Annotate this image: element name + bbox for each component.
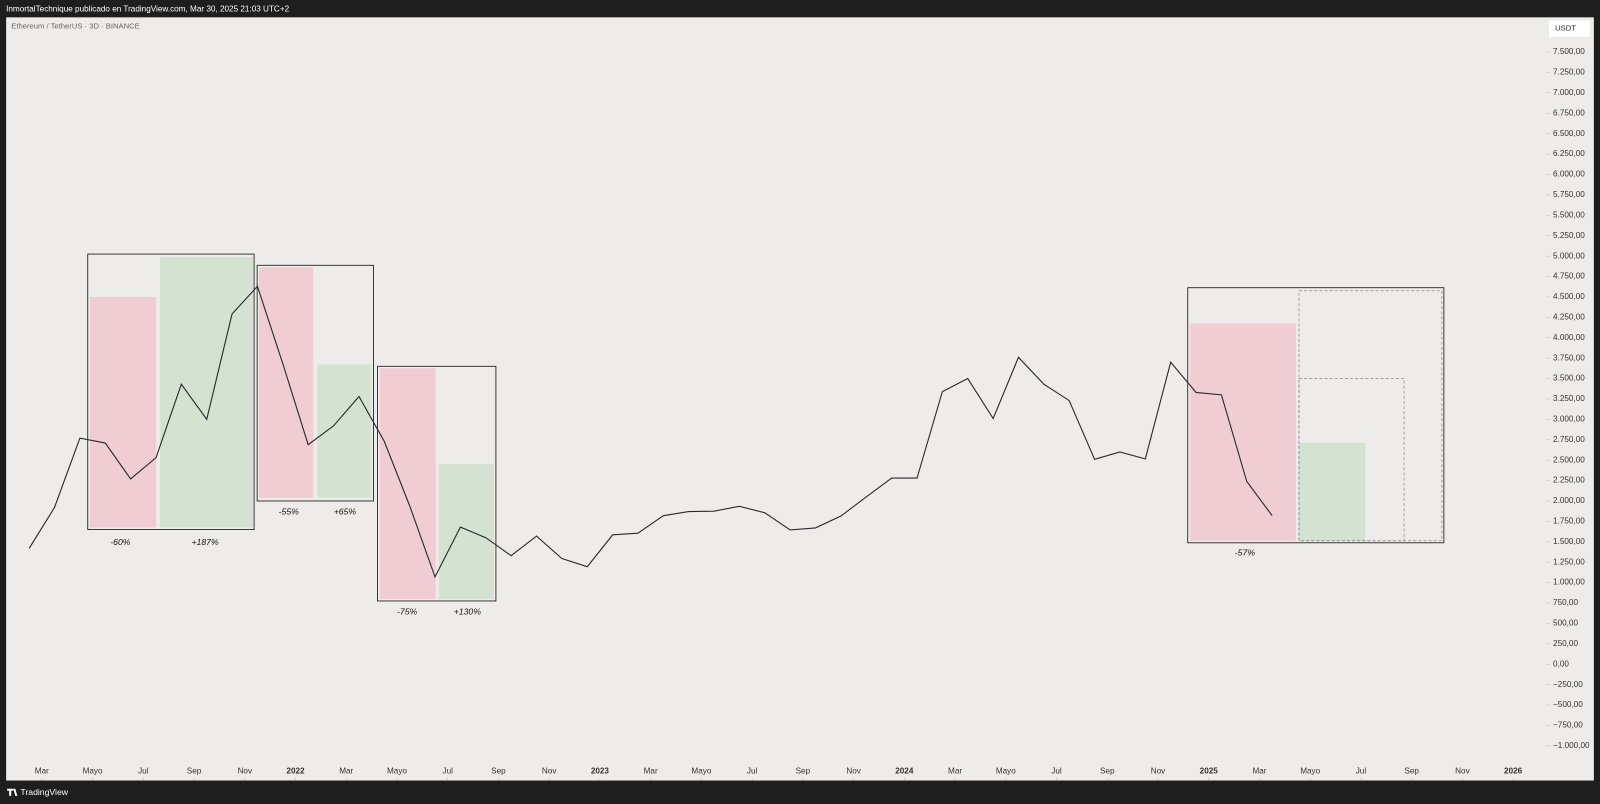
x-tick-label: Jul	[1356, 767, 1367, 776]
y-tick-label: 3.750,00	[1553, 353, 1585, 362]
currency-box	[1548, 20, 1590, 37]
x-tick-label: Mar	[1252, 767, 1266, 776]
y-tick-label: 5.750,00	[1553, 190, 1585, 199]
rise-zone	[160, 257, 254, 528]
y-tick-label: 0,00	[1553, 659, 1569, 668]
y-tick-label: 2.500,00	[1553, 455, 1585, 464]
x-tick-label: Sep	[1404, 767, 1419, 776]
x-tick-label: Sep	[491, 767, 506, 776]
x-tick-label: 2024	[895, 767, 914, 776]
x-tick-label: Mayo	[996, 767, 1016, 776]
x-tick-label: 2025	[1200, 767, 1219, 776]
drop-zone	[89, 296, 157, 528]
series-layer	[28, 285, 1273, 579]
y-tick-label: 2.250,00	[1553, 476, 1585, 485]
drop-zone	[259, 267, 314, 498]
x-tick-label: Sep	[796, 767, 811, 776]
x-tick-label: 2022	[286, 767, 305, 776]
annotation: -60%	[110, 537, 131, 547]
range-box	[1187, 287, 1445, 544]
y-tick-label: 6.000,00	[1553, 170, 1585, 179]
rise-zone	[438, 464, 494, 599]
y-tick-label: 4.250,00	[1553, 312, 1585, 321]
rise-zone	[1298, 442, 1366, 541]
y-tick-label: 6.500,00	[1553, 129, 1585, 138]
annotation: -57%	[1235, 547, 1256, 557]
x-tick-label: Mar	[339, 767, 353, 776]
y-tick-label: 750,00	[1553, 598, 1578, 607]
x-tick-label: Nov	[846, 767, 861, 776]
x-tick-label: Nov	[1455, 767, 1470, 776]
drop-zone	[1189, 323, 1296, 541]
x-tick-label: 2026	[1504, 767, 1523, 776]
x-tick-label: Jul	[442, 767, 453, 776]
drawings	[87, 253, 1445, 602]
x-tick-label: Jul	[747, 767, 758, 776]
annotation: +130%	[454, 606, 481, 616]
projection-box	[1298, 378, 1405, 542]
y-tick-label: 6.250,00	[1553, 149, 1585, 158]
y-tick-label: 2.750,00	[1553, 435, 1585, 444]
y-tick-label: 5.250,00	[1553, 231, 1585, 240]
y-tick-label: 2.000,00	[1553, 496, 1585, 505]
annotation: +187%	[191, 537, 218, 547]
range-box	[377, 365, 497, 602]
y-tick-label: 250,00	[1553, 639, 1578, 648]
y-tick-label: −500,00	[1553, 700, 1583, 709]
x-tick-label: Nov	[1151, 767, 1166, 776]
publisher: InmortalTechnique publicado en TradingVi…	[6, 4, 289, 13]
x-tick-label: Mayo	[387, 767, 407, 776]
chart-title: Ethereum / TetherUS · 3D · BINANCE	[11, 22, 140, 31]
y-tick-label: 4.500,00	[1553, 292, 1585, 301]
x-tick-label: Mar	[948, 767, 962, 776]
x-tick-label: Jul	[138, 767, 149, 776]
y-tick-label: 7.500,00	[1553, 47, 1585, 56]
x-tick-label: Mar	[644, 767, 658, 776]
footer-brand[interactable]: TradingView	[20, 787, 68, 797]
y-tick-label: 5.500,00	[1553, 210, 1585, 219]
y-tick-label: 3.250,00	[1553, 394, 1585, 403]
drop-zone	[379, 368, 436, 599]
y-tick-label: 1.000,00	[1553, 578, 1585, 587]
x-tick-label: Mayo	[691, 767, 711, 776]
y-tick-label: 5.000,00	[1553, 251, 1585, 260]
annotation: -55%	[279, 506, 300, 516]
y-tick-label: 7.250,00	[1553, 68, 1585, 77]
range-box	[256, 264, 374, 502]
x-tick-label: Sep	[187, 767, 202, 776]
price-line	[28, 285, 1273, 579]
y-tick-label: 1.500,00	[1553, 537, 1585, 546]
y-tick-label: −750,00	[1553, 721, 1583, 730]
currency: USDT	[1555, 24, 1576, 33]
y-tick-label: 7.000,00	[1553, 88, 1585, 97]
x-tick-label: Sep	[1100, 767, 1115, 776]
annotation: +65%	[334, 506, 357, 516]
x-tick-label: 2023	[591, 767, 610, 776]
x-tick-label: Nov	[542, 767, 557, 776]
y-tick-label: 3.500,00	[1553, 374, 1585, 383]
y-tick-label: 3.000,00	[1553, 415, 1585, 424]
y-tick-label: 500,00	[1553, 619, 1578, 628]
y-tick-label: 4.750,00	[1553, 272, 1585, 281]
range-box	[87, 253, 255, 530]
rise-zone	[317, 364, 372, 498]
y-tick-label: 4.000,00	[1553, 333, 1585, 342]
annotation: -75%	[397, 606, 418, 616]
x-tick-label: Mayo	[83, 767, 103, 776]
x-tick-label: Mayo	[1300, 767, 1320, 776]
x-tick-label: Mar	[35, 767, 49, 776]
y-tick-label: 6.750,00	[1553, 108, 1585, 117]
x-tick-label: Jul	[1051, 767, 1062, 776]
y-tick-label: 1.750,00	[1553, 517, 1585, 526]
y-tick-label: 1.250,00	[1553, 557, 1585, 566]
x-tick-label: Nov	[238, 767, 253, 776]
y-tick-label: −1.000,00	[1553, 741, 1590, 750]
y-tick-label: −250,00	[1553, 680, 1583, 689]
